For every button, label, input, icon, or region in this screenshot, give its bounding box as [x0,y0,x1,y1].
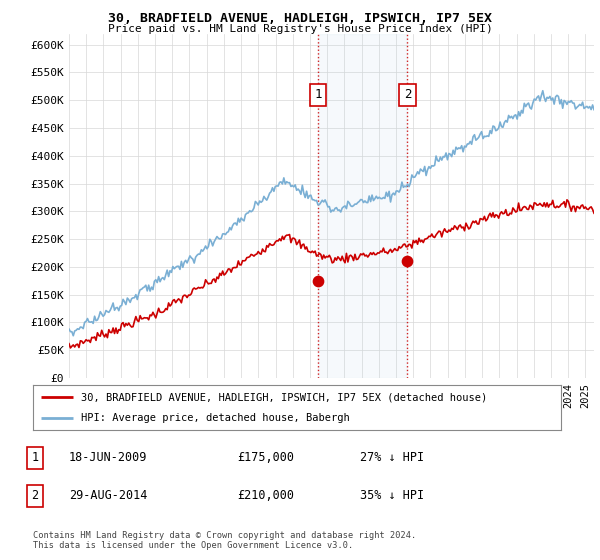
Text: HPI: Average price, detached house, Babergh: HPI: Average price, detached house, Babe… [80,413,349,423]
Text: 2: 2 [404,88,411,101]
Text: 35% ↓ HPI: 35% ↓ HPI [360,489,424,502]
Text: 1: 1 [31,451,38,464]
Text: 30, BRADFIELD AVENUE, HADLEIGH, IPSWICH, IP7 5EX: 30, BRADFIELD AVENUE, HADLEIGH, IPSWICH,… [108,12,492,25]
Text: 27% ↓ HPI: 27% ↓ HPI [360,451,424,464]
Point [403,257,412,266]
Text: 29-AUG-2014: 29-AUG-2014 [69,489,148,502]
Bar [318,34,407,378]
Text: £175,000: £175,000 [237,451,294,464]
Point [313,276,323,285]
Text: 1: 1 [314,88,322,101]
Text: 18-JUN-2009: 18-JUN-2009 [69,451,148,464]
Text: 2: 2 [31,489,38,502]
Text: 30, BRADFIELD AVENUE, HADLEIGH, IPSWICH, IP7 5EX (detached house): 30, BRADFIELD AVENUE, HADLEIGH, IPSWICH,… [80,393,487,403]
Text: Price paid vs. HM Land Registry's House Price Index (HPI): Price paid vs. HM Land Registry's House … [107,24,493,34]
Text: Contains HM Land Registry data © Crown copyright and database right 2024.
This d: Contains HM Land Registry data © Crown c… [33,530,416,550]
Text: £210,000: £210,000 [237,489,294,502]
